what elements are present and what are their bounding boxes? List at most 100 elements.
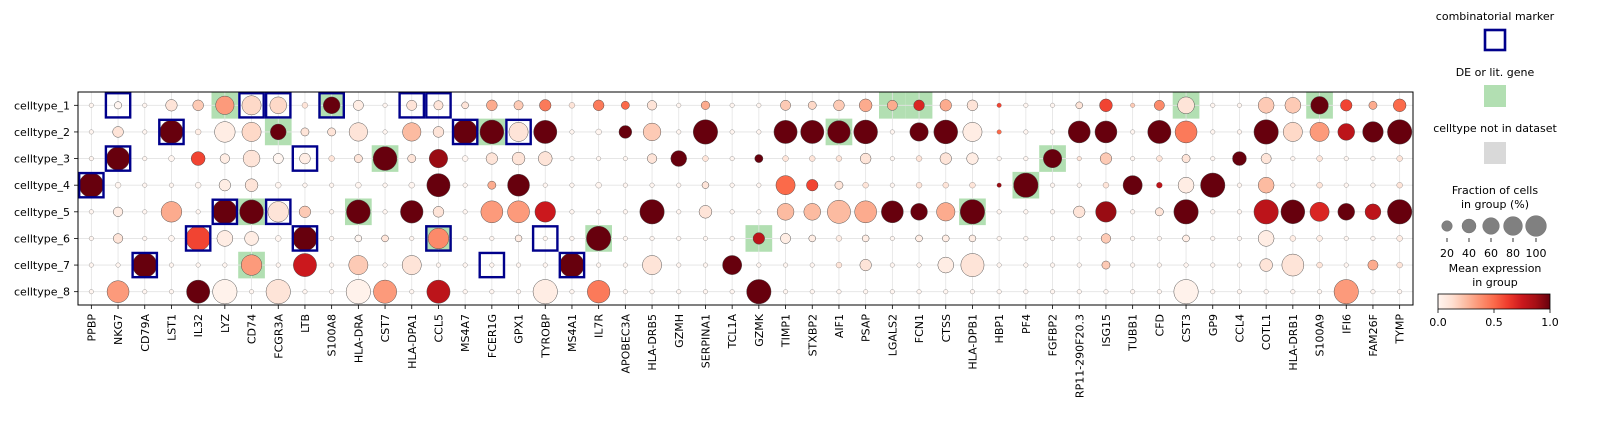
dot-marker — [244, 178, 259, 192]
dot-marker — [1182, 234, 1190, 243]
dot-marker — [569, 182, 575, 188]
dot-marker — [433, 100, 444, 111]
dot-marker — [142, 182, 148, 188]
combinatorial-marker-box — [264, 198, 292, 226]
dot-marker — [534, 201, 556, 223]
dot-marker — [916, 262, 922, 268]
x-tick-label: HLA-DPA1 — [406, 314, 419, 369]
y-tick-label: celltype_5 — [14, 206, 70, 219]
dot-marker — [833, 99, 845, 111]
dot-marker — [169, 262, 174, 268]
dot-marker — [1337, 123, 1355, 141]
dot-marker — [112, 126, 124, 138]
dot-marker — [532, 279, 558, 305]
legend-colorbar-label: 1.0 — [1541, 316, 1559, 329]
dot-marker — [835, 262, 842, 269]
dot-marker — [702, 155, 709, 162]
dot-marker — [489, 236, 495, 241]
dot-marker — [275, 262, 281, 268]
x-tick-label: COTL1 — [1260, 314, 1273, 350]
dot-marker — [969, 182, 976, 189]
dot-marker — [783, 289, 788, 295]
y-tick-label: celltype_2 — [14, 126, 70, 139]
dot-marker — [113, 233, 124, 244]
x-tick-label: MS4A1 — [566, 314, 579, 352]
dot-marker — [241, 95, 262, 116]
combinatorial-marker-box — [184, 225, 212, 252]
dot-marker — [1155, 207, 1164, 217]
dot-marker — [889, 262, 895, 268]
x-tick-label: HLA-DRB1 — [1287, 314, 1300, 371]
dot-marker — [165, 99, 178, 112]
dot-marker — [1210, 102, 1216, 108]
x-tick-label: APOBEC3A — [619, 314, 632, 374]
dot-marker — [887, 99, 898, 111]
dot-marker — [647, 153, 658, 164]
dot-marker — [372, 146, 398, 171]
legend-colorbar — [1437, 293, 1551, 310]
dot-marker — [835, 155, 842, 162]
dot-marker — [1130, 262, 1136, 268]
dot-marker — [1309, 122, 1330, 142]
dot-marker — [1156, 289, 1162, 295]
dot-marker — [1309, 202, 1330, 222]
dot-marker — [595, 128, 602, 135]
dot-marker — [996, 209, 1002, 215]
legend-size-dot — [1441, 220, 1453, 232]
dot-marker — [939, 99, 952, 112]
dot-marker — [1237, 209, 1242, 215]
dot-marker — [1333, 279, 1359, 305]
x-tick-label: CD74 — [246, 314, 259, 344]
dot-marker — [1076, 182, 1082, 188]
dot-marker — [408, 182, 415, 189]
x-tick-label: PSAP — [860, 314, 873, 342]
dot-marker — [756, 129, 762, 135]
dot-marker — [806, 179, 819, 192]
dot-marker — [642, 255, 662, 275]
dot-marker — [596, 262, 602, 268]
dot-marker — [1068, 120, 1091, 144]
combinatorial-marker-box — [425, 225, 452, 252]
dot-marker — [382, 182, 388, 188]
dot-marker — [622, 209, 628, 215]
dot-marker — [1396, 155, 1403, 162]
dot-marker — [212, 279, 238, 305]
legend-color-subtitle: in group — [1472, 276, 1517, 289]
dot-marker — [647, 100, 658, 111]
dot-marker — [1043, 149, 1062, 168]
dot-marker — [1290, 156, 1296, 161]
dot-marker — [159, 120, 184, 144]
dot-marker — [115, 182, 122, 189]
dot-marker — [300, 127, 310, 137]
dot-marker — [142, 289, 148, 295]
dot-marker — [596, 156, 602, 161]
dot-marker — [1337, 203, 1355, 221]
dot-marker — [78, 172, 104, 198]
dot-marker — [373, 279, 397, 304]
dot-marker — [1370, 236, 1376, 241]
dot-marker — [327, 127, 336, 137]
dot-marker — [1237, 129, 1242, 135]
dot-marker — [809, 155, 816, 162]
dot-marker — [1370, 156, 1376, 161]
x-tick-label: RP11-290F20.3 — [1073, 314, 1086, 398]
dot-marker — [328, 155, 335, 162]
dot-marker — [142, 156, 148, 161]
dot-marker — [862, 182, 869, 189]
dot-marker — [966, 152, 979, 165]
dot-marker — [1050, 289, 1055, 295]
legend-size-label: 80 — [1506, 247, 1520, 260]
dot-marker — [113, 206, 124, 217]
x-tick-label: CST3 — [1180, 314, 1193, 342]
dot-marker — [889, 129, 895, 135]
dot-marker — [432, 126, 445, 138]
dot-marker — [1257, 97, 1275, 114]
dot-marker — [239, 199, 264, 224]
combinatorial-marker-box — [264, 91, 292, 119]
dot-marker — [168, 155, 175, 162]
dot-marker — [960, 199, 985, 225]
dot-marker — [222, 262, 228, 268]
dot-marker — [1260, 153, 1272, 164]
dot-marker — [853, 119, 878, 145]
dot-marker — [800, 120, 825, 144]
